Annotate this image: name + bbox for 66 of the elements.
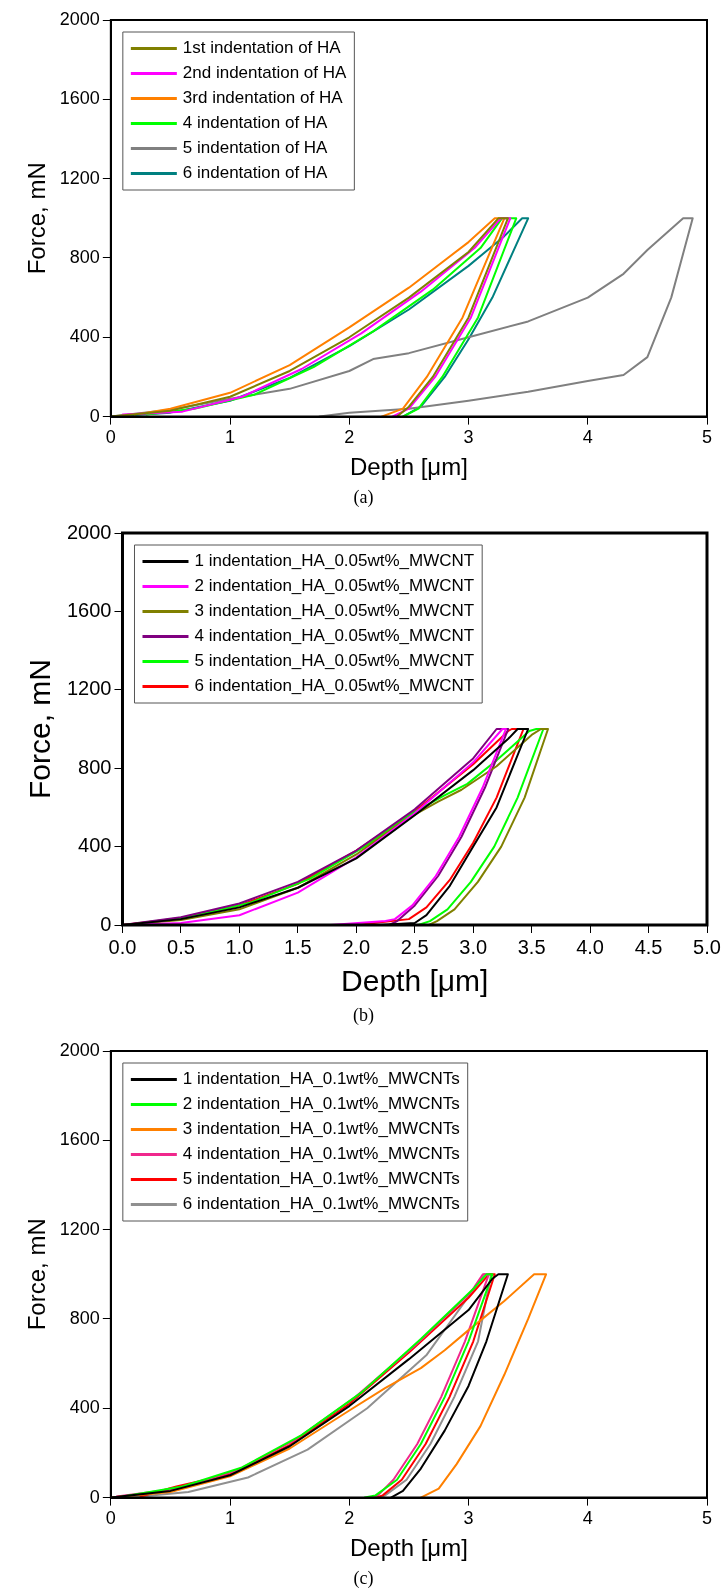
legend-label: 3rd indentation of HA	[182, 88, 344, 108]
x-tick-label: 4	[582, 427, 593, 448]
y-tick-label: 1200	[59, 1218, 100, 1239]
legend-label: 4 indentation_HA_0.05wt%_MWCNT	[194, 626, 475, 646]
x-axis-title: Depth [μm]	[341, 964, 489, 998]
legend-label: 2 indentation_HA_0.05wt%_MWCNT	[194, 576, 475, 596]
y-tick-label: 1600	[66, 598, 112, 621]
y-tick-label: 0	[100, 912, 112, 935]
legend-label: 3 indentation_HA_0.05wt%_MWCNT	[194, 601, 475, 621]
y-tick-label: 2000	[59, 1039, 100, 1060]
x-tick-label: 2.5	[400, 935, 429, 958]
legend-label: 1 indentation_HA_0.05wt%_MWCNT	[194, 551, 475, 571]
x-axis-title: Depth [μm]	[349, 453, 468, 481]
text: (b)	[352, 1004, 375, 1027]
legend-label: 2nd indentation of HA	[182, 63, 348, 83]
x-tick-label: 2.0	[342, 935, 371, 958]
y-tick-label: 1200	[66, 677, 112, 700]
y-tick-label: 0	[89, 405, 100, 426]
y-tick-label: 400	[78, 834, 112, 857]
x-tick-label: 1.5	[283, 935, 312, 958]
y-tick-label: 1600	[59, 1129, 100, 1150]
legend-label: 4 indentation_HA_0.1wt%_MWCNTs	[182, 1144, 460, 1164]
legend-label: 1 indentation_HA_0.1wt%_MWCNTs	[182, 1069, 460, 1089]
y-axis-title: Force, mN	[23, 658, 57, 800]
y-tick-label: 400	[69, 1397, 100, 1418]
y-tick-label: 800	[69, 246, 100, 267]
y-tick-label: 0	[89, 1486, 100, 1507]
text: (c)	[352, 1567, 375, 1590]
x-tick-label: 1	[225, 427, 236, 448]
y-tick-label: 800	[69, 1307, 100, 1328]
legend-label: 5 indentation_HA_0.1wt%_MWCNTs	[182, 1169, 460, 1189]
y-axis-title: Force, mN	[23, 1218, 51, 1331]
x-tick-label: 3.0	[459, 935, 488, 958]
legend-label: 1st indentation of HA	[182, 38, 342, 58]
legend-label: 5 indentation of HA	[182, 138, 329, 158]
legend-label: 5 indentation_HA_0.05wt%_MWCNT	[194, 651, 475, 671]
x-tick-label: 5	[701, 427, 713, 448]
x-tick-label: 5	[701, 1508, 713, 1529]
x-tick-label: 0.0	[108, 935, 137, 958]
x-tick-label: 4.5	[634, 935, 663, 958]
y-axis-title: Force, mN	[23, 162, 51, 275]
y-tick-label: 800	[78, 755, 112, 778]
x-tick-label: 3	[463, 1508, 474, 1529]
y-tick-label: 2000	[59, 8, 100, 29]
legend-label: 2 indentation_HA_0.1wt%_MWCNTs	[182, 1094, 460, 1114]
legend-label: 6 indentation_HA_0.05wt%_MWCNT	[194, 676, 475, 696]
x-tick-label: 1	[225, 1508, 236, 1529]
y-tick-label: 2000	[66, 520, 112, 543]
x-tick-label: 0.5	[167, 935, 195, 958]
x-axis-title: Depth [μm]	[349, 1534, 468, 1562]
x-tick-label: 3	[463, 427, 474, 448]
x-tick-label: 2	[344, 427, 355, 448]
legend-label: 6 indentation of HA	[182, 163, 329, 183]
x-tick-label: 3.5	[517, 935, 546, 958]
y-tick-label: 400	[69, 326, 100, 347]
x-tick-label: 1.0	[225, 935, 254, 958]
legend-label: 6 indentation_HA_0.1wt%_MWCNTs	[182, 1194, 460, 1214]
text: (a)	[352, 486, 375, 509]
x-tick-label: 4	[582, 1508, 593, 1529]
legend-label: 4 indentation of HA	[182, 113, 329, 133]
legend-label: 3 indentation_HA_0.1wt%_MWCNTs	[182, 1119, 460, 1139]
x-tick-label: 2	[344, 1508, 355, 1529]
y-tick-label: 1200	[59, 167, 100, 188]
x-tick-label: 5.0	[693, 935, 721, 958]
x-tick-label: 4.0	[576, 935, 604, 958]
y-tick-label: 1600	[59, 88, 100, 109]
